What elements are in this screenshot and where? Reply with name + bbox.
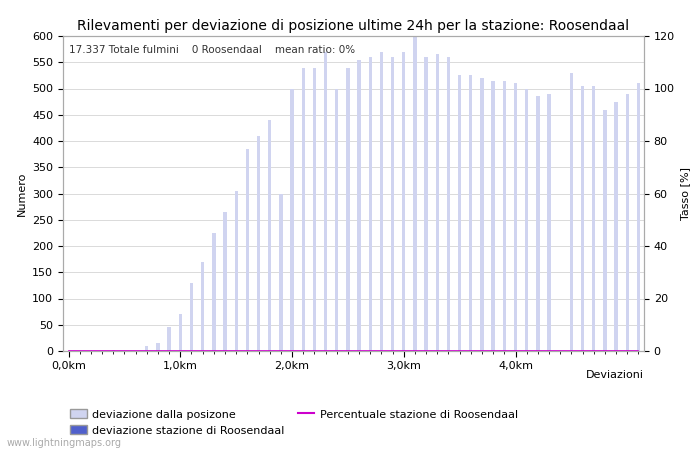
Bar [525,89,528,351]
Y-axis label: Tasso [%]: Tasso [%] [680,167,690,220]
Bar [324,52,327,351]
Bar [190,283,193,351]
Bar [536,96,540,351]
Bar [435,54,439,351]
Bar [514,83,517,351]
Bar [111,350,115,351]
Title: Rilevamenti per deviazione di posizione ultime 24h per la stazione: Roosendaal: Rilevamenti per deviazione di posizione … [78,19,629,33]
Bar [570,73,573,351]
Text: www.lightningmaps.org: www.lightningmaps.org [7,438,122,448]
Bar [279,194,283,351]
Bar [346,68,349,351]
Bar [223,212,227,351]
Text: Deviazioni: Deviazioni [586,370,644,380]
Bar [603,109,607,351]
Bar [145,346,148,351]
Bar [335,89,338,351]
Bar [391,57,394,351]
Bar [167,328,171,351]
Bar [268,120,272,351]
Bar [480,78,484,351]
Bar [257,136,260,351]
Bar [234,191,238,351]
Bar [313,68,316,351]
Bar [424,57,428,351]
Bar [469,75,472,351]
Bar [626,94,629,351]
Bar [380,52,383,351]
Bar [581,86,584,351]
Y-axis label: Numero: Numero [17,171,27,216]
Bar [290,89,294,351]
Bar [358,59,360,351]
Bar [369,57,372,351]
Bar [212,233,216,351]
Bar [491,81,495,351]
Bar [413,36,416,351]
Bar [246,149,249,351]
Bar [156,343,160,351]
Bar [458,75,461,351]
Bar [503,81,506,351]
Bar [592,86,596,351]
Bar [178,314,182,351]
Bar [447,57,450,351]
Bar [547,94,551,351]
Bar [615,102,617,351]
Text: 17.337 Totale fulmini    0 Roosendaal    mean ratio: 0%: 17.337 Totale fulmini 0 Roosendaal mean … [69,45,355,55]
Bar [637,83,640,351]
Legend: deviazione dalla posizone, deviazione stazione di Roosendaal, Percentuale stazio: deviazione dalla posizone, deviazione st… [65,405,523,440]
Bar [201,262,204,351]
Bar [302,68,305,351]
Bar [402,52,405,351]
